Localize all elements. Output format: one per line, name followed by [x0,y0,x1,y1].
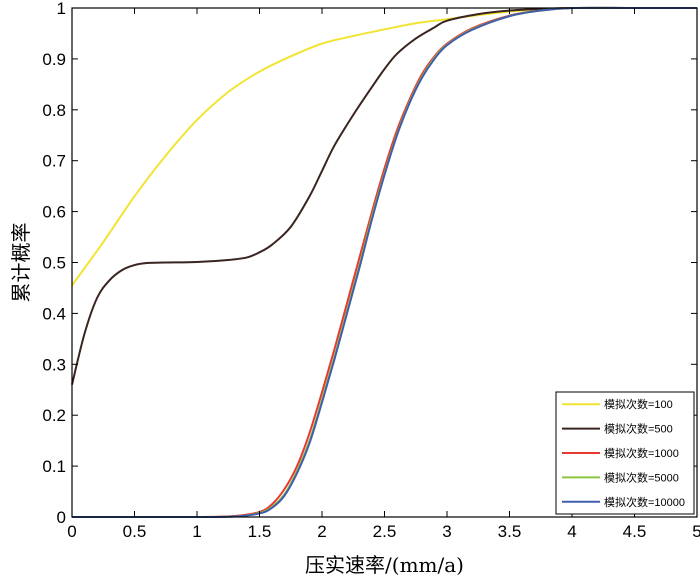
legend: 模拟次数=100 模拟次数=500 模拟次数=1000 模拟次数=5000 模拟次数=1… [555,391,695,515]
x-tick-label-4: 2 [317,522,326,541]
y-tick-label-3: 0.3 [42,355,66,374]
series-line-5 [72,6,697,519]
x-tick-label-5: 2.5 [373,522,397,541]
ticks-layer: 0 0.5 1 1.5 2 2.5 3 3.5 4 4.5 5 0 0.1 0.2 0.3 0.4 0.5 0.6… [42,0,700,541]
x-tick-label-9: 4.5 [623,522,647,541]
x-tick-label-10: 5 [692,522,700,541]
x-tick-label-1: 0.5 [123,522,147,541]
y-tick-label-8: 0.8 [42,101,66,120]
x-tick-label-6: 3 [442,522,451,541]
y-tick-label-7: 0.7 [42,152,66,171]
x-tick-label-7: 3.5 [498,522,522,541]
series-layer [71,6,697,519]
y-tick-label-10: 1 [57,0,66,18]
x-tick-label-8: 4 [567,522,576,541]
legend-label-2: 模拟次数=500 [604,422,673,436]
y-axis-label: 累计概率 [9,223,33,303]
series-line-2 [71,6,697,385]
x-tick-label-2: 1 [192,522,201,541]
y-tick-label-2: 0.2 [42,406,66,425]
y-tick-label-5: 0.5 [42,254,66,273]
x-axis-label: 压实速率/(mm/a) [305,553,464,577]
x-tick-label-3: 1.5 [248,522,272,541]
y-tick-label-6: 0.6 [42,203,66,222]
legend-label-3: 模拟次数=1000 [604,446,679,460]
y-tick-label-9: 0.9 [42,50,66,69]
legend-label-4: 模拟次数=5000 [604,470,679,484]
y-tick-label-0: 0 [57,508,66,527]
y-tick-label-1: 0.1 [42,457,66,476]
y-tick-label-4: 0.4 [42,304,66,323]
legend-label-1: 模拟次数=100 [604,397,673,411]
legend-label-5: 模拟次数=10000 [604,495,685,509]
x-tick-label-0: 0 [67,522,76,541]
